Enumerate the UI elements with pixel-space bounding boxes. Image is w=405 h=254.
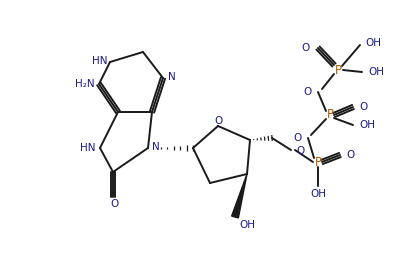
- Text: O: O: [301, 43, 309, 53]
- Text: OH: OH: [309, 189, 325, 199]
- Text: OH: OH: [364, 38, 380, 48]
- Text: O: O: [111, 199, 119, 209]
- Text: P: P: [334, 64, 341, 76]
- Polygon shape: [231, 174, 246, 218]
- Text: O: O: [293, 133, 301, 143]
- Text: O: O: [345, 150, 354, 160]
- Text: O: O: [358, 102, 367, 112]
- Text: P: P: [314, 155, 321, 168]
- Text: O: O: [295, 146, 303, 156]
- Text: HN: HN: [80, 143, 96, 153]
- Text: O: O: [214, 116, 223, 126]
- Text: OH: OH: [367, 67, 383, 77]
- Text: OH: OH: [239, 220, 254, 230]
- Text: P: P: [326, 108, 333, 121]
- Text: O: O: [303, 87, 311, 97]
- Text: OH: OH: [358, 120, 374, 130]
- Text: N: N: [168, 72, 175, 82]
- Text: H₂N: H₂N: [75, 79, 95, 89]
- Text: HN: HN: [92, 56, 108, 66]
- Text: N: N: [151, 142, 159, 152]
